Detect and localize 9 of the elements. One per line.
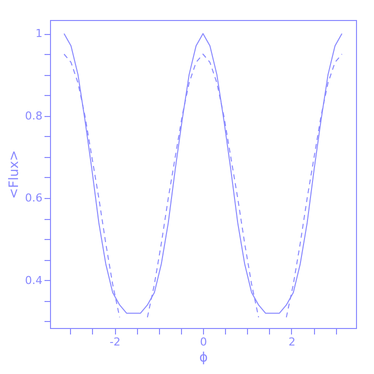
y-tick-label: 0.4 bbox=[25, 274, 42, 287]
x-tick-label: -2 bbox=[110, 336, 121, 348]
x-tick-label: 2 bbox=[288, 336, 296, 348]
y-tick-label: 1 bbox=[36, 27, 42, 40]
x-axis-title: ϕ bbox=[199, 350, 208, 366]
y-axis-title: <Flux> bbox=[7, 150, 22, 199]
x-tick-label: 0 bbox=[200, 336, 207, 348]
y-tick-label: 0.6 bbox=[25, 192, 42, 205]
y-tick-label: 0.8 bbox=[25, 109, 42, 122]
